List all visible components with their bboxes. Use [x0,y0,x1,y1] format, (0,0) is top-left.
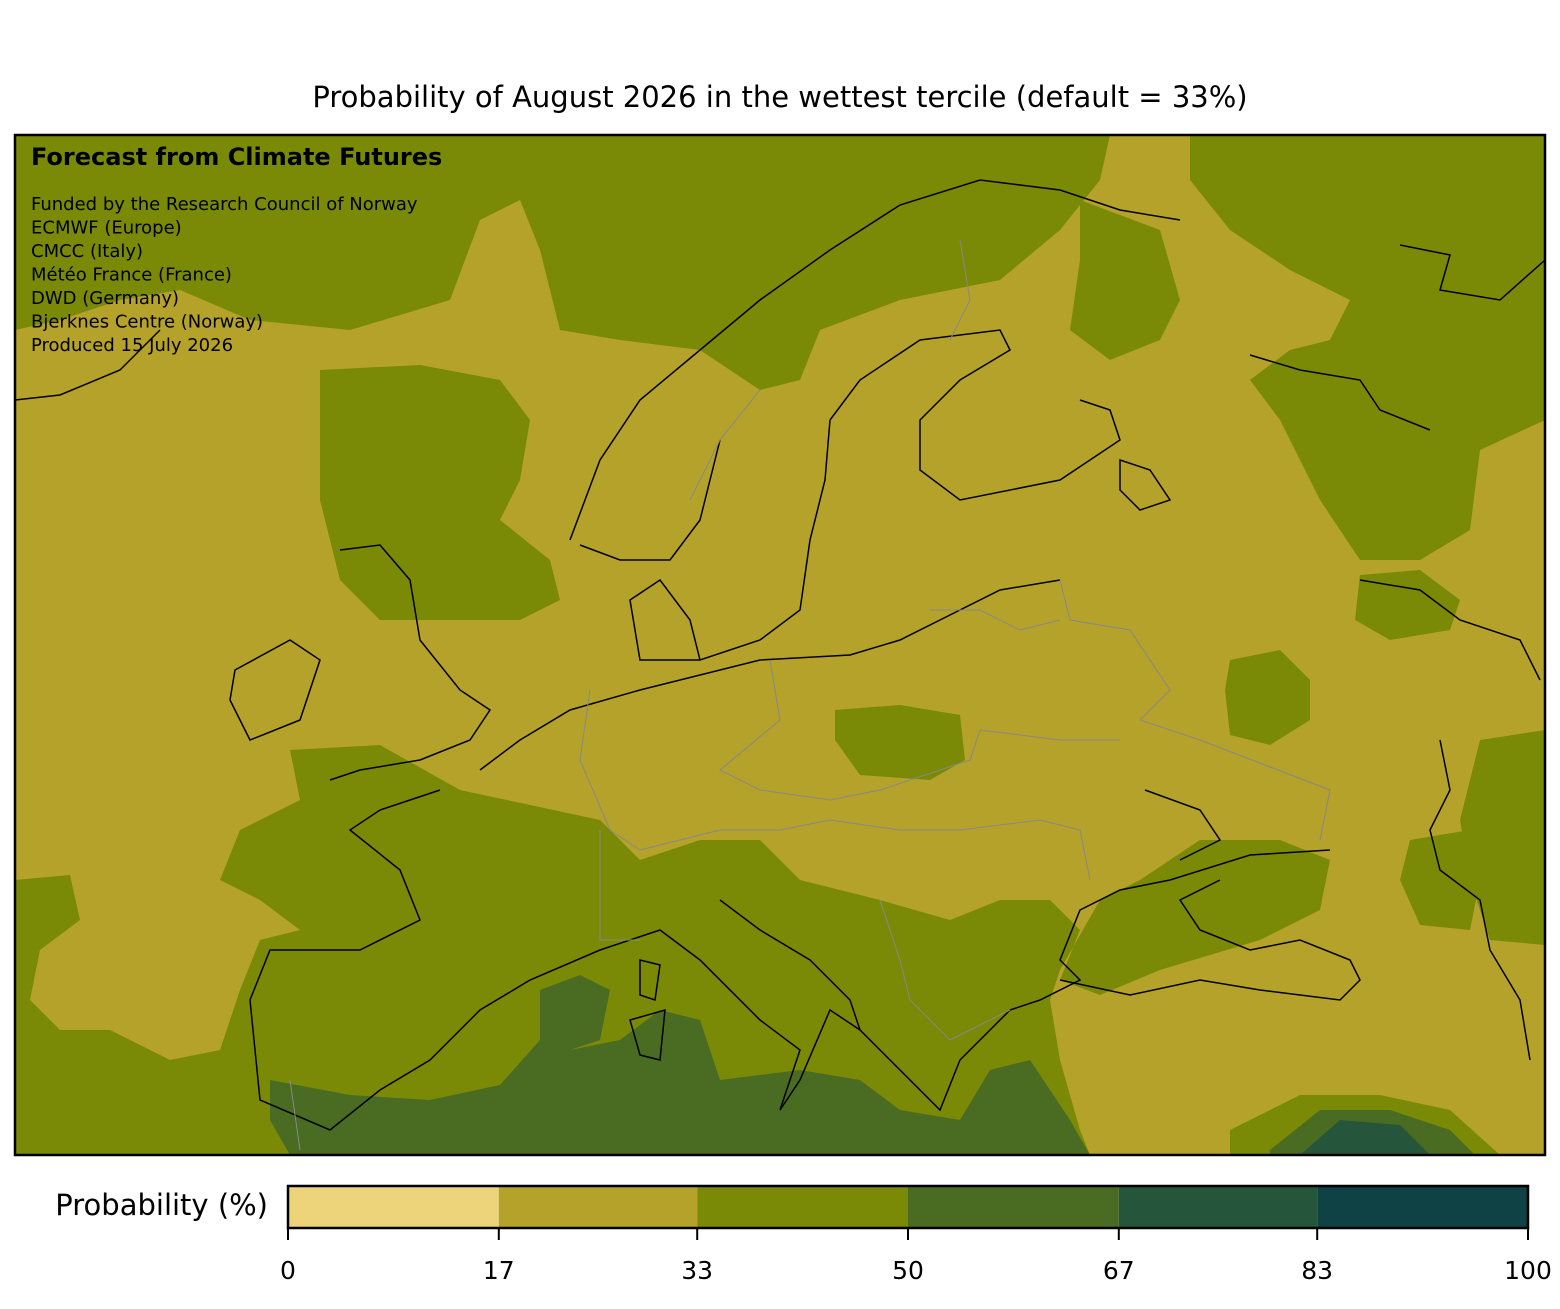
colorbar-tick-label: 17 [483,1256,515,1285]
map-frame [13,133,1547,1157]
credit-line: Produced 15 July 2026 [31,335,233,356]
map-title: Probability of August 2026 in the wettes… [312,80,1247,114]
field-very-high [1300,1120,1430,1155]
credit-line: CMCC (Italy) [31,241,143,262]
credit-line: ECMWF (Europe) [31,218,182,239]
credit-line: Météo France (France) [31,265,232,286]
colorbar-tick-label: 33 [681,1256,713,1285]
credit-line: DWD (Germany) [31,288,179,309]
colorbar: 0 17 33 50 67 83 100 [280,1184,1552,1285]
colorbar-segment [697,1186,908,1228]
colorbar-segment [288,1186,499,1228]
credit-line: Funded by the Research Council of Norway [31,194,418,215]
colorbar-tick-label: 0 [280,1256,296,1285]
credit-line: Bjerknes Centre (Norway) [31,312,263,333]
borders [289,239,1331,1151]
colorbar-segment [1118,1186,1318,1228]
colorbar-label: Probability (%) [55,1188,268,1222]
colorbar-tick-label: 83 [1301,1256,1333,1285]
colorbar-tick-label: 67 [1103,1256,1135,1285]
field-mid [15,135,1545,1155]
colorbar-tick-label: 100 [1504,1256,1552,1285]
credits: Funded by the Research Council of Norway… [31,194,418,356]
colorbar-segment [908,1186,1119,1228]
colorbar-segment [498,1186,698,1228]
map-area [15,135,1545,1155]
colorbar-segment [1317,1186,1528,1228]
colorbar-tick-label: 50 [892,1256,924,1285]
map-heading: Forecast from Climate Futures [31,143,442,171]
coastlines [15,179,1545,1131]
